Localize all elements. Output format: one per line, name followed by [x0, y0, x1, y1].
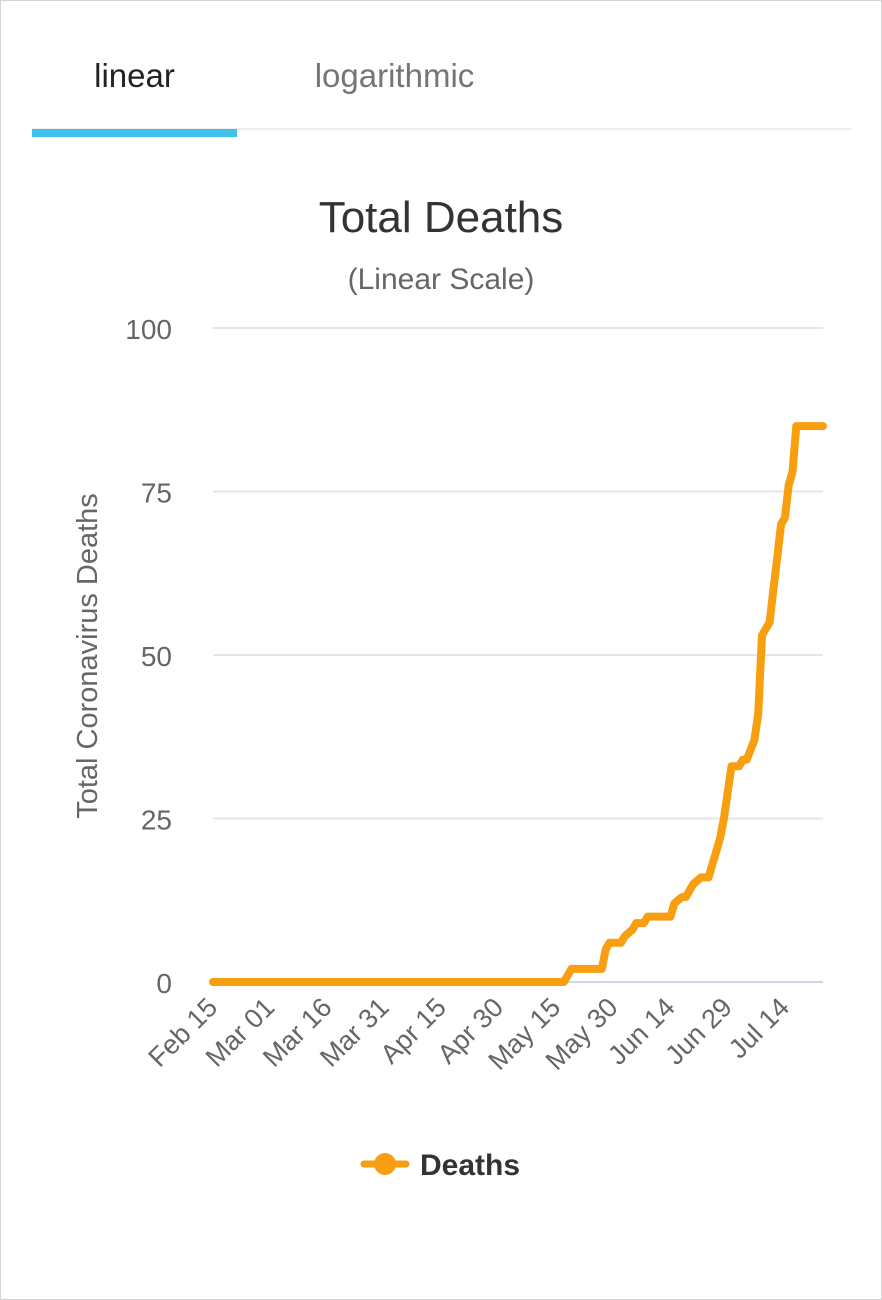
tabs-divider	[32, 128, 852, 130]
y-tick-label: 25	[141, 805, 172, 836]
deaths-line	[209, 422, 827, 986]
y-axis-ticks: 0 25 50 75 100	[125, 314, 172, 999]
legend-deaths-label: Deaths	[420, 1149, 520, 1182]
tab-logarithmic[interactable]: logarithmic	[314, 57, 475, 94]
y-axis-label: Total Coronavirus Deaths	[72, 493, 104, 819]
legend-deaths-swatch-dot	[374, 1153, 396, 1175]
chart-subtitle: (Linear Scale)	[348, 263, 535, 296]
active-tab-indicator	[32, 129, 237, 137]
scale-tabs: linear logarithmic	[32, 41, 852, 137]
y-tick-label: 75	[141, 478, 172, 509]
x-tick-label: Jul 14	[723, 992, 795, 1064]
chart-title: Total Deaths	[319, 193, 564, 242]
y-tick-label: 0	[156, 968, 172, 999]
tab-linear[interactable]: linear	[94, 57, 175, 94]
grid-lines	[213, 327, 823, 983]
series-deaths	[209, 422, 827, 986]
y-tick-label: 50	[141, 641, 172, 672]
legend[interactable]: Deaths	[360, 1149, 520, 1182]
y-tick-label: 100	[125, 314, 172, 345]
